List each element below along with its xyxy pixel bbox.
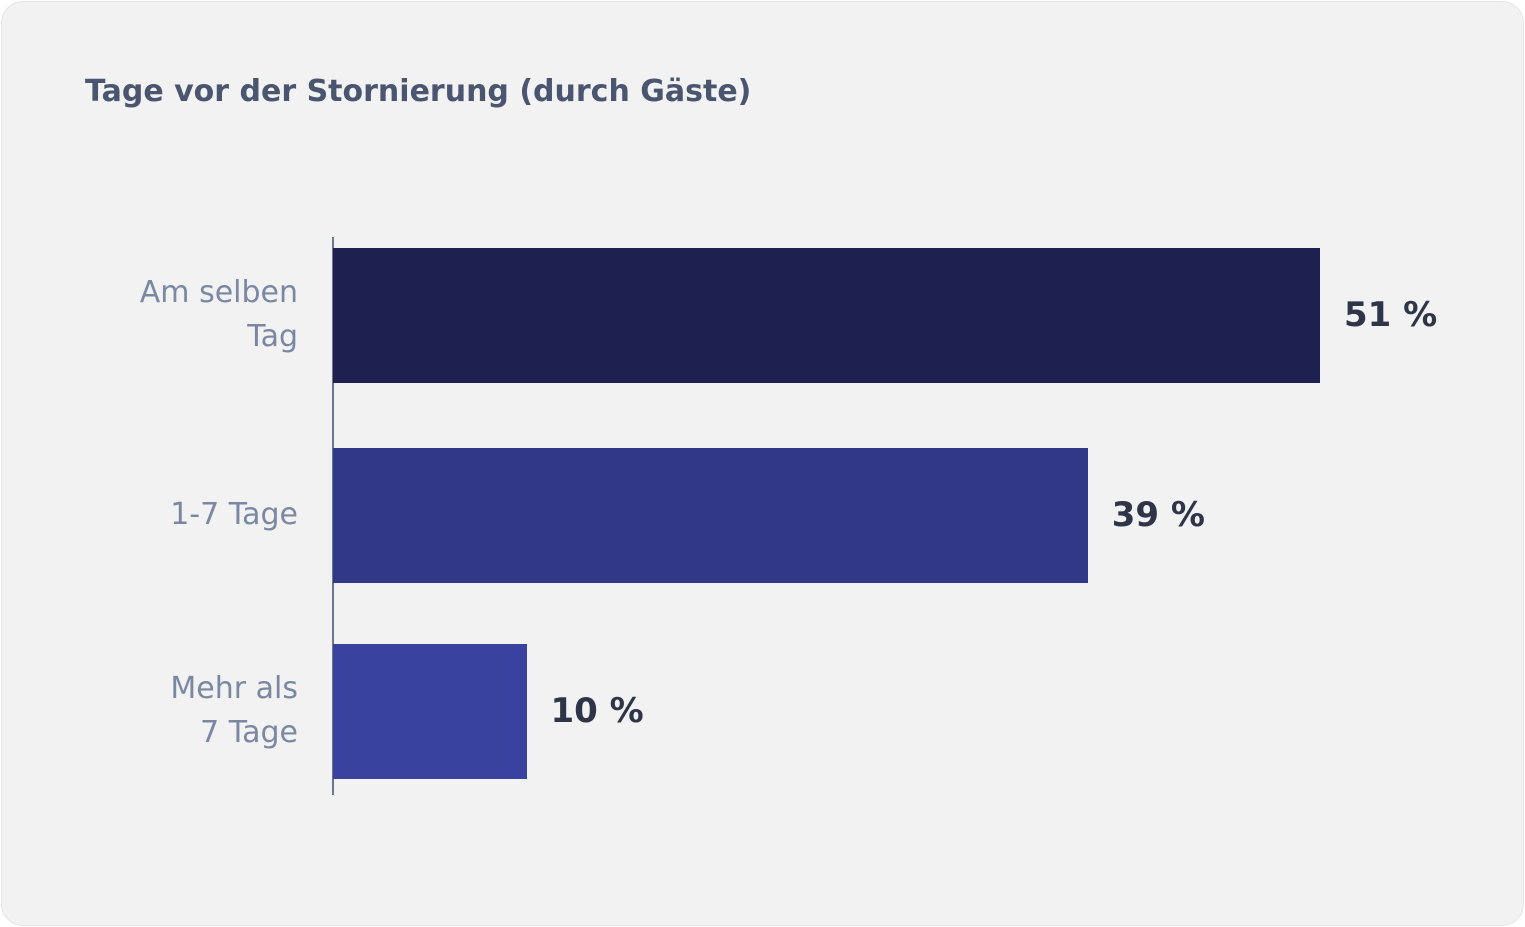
category-label: 1-7 Tage bbox=[38, 493, 298, 537]
category-label-line: Am selben bbox=[139, 275, 298, 310]
category-label: Mehr als 7 Tage bbox=[38, 667, 298, 755]
bar bbox=[333, 643, 527, 779]
bar bbox=[333, 447, 1088, 583]
value-label: 10 % bbox=[550, 691, 644, 731]
bar bbox=[333, 247, 1320, 383]
category-label-line: Tag bbox=[247, 319, 298, 354]
chart-title: Tage vor der Stornierung (durch Gäste) bbox=[85, 74, 752, 109]
value-label: 51 % bbox=[1344, 295, 1438, 335]
category-label-line: 7 Tage bbox=[200, 715, 298, 750]
value-label: 39 % bbox=[1111, 495, 1205, 535]
category-label-line: Mehr als bbox=[170, 671, 298, 706]
category-label-line: 1-7 Tage bbox=[170, 497, 298, 532]
category-label: Am selben Tag bbox=[38, 271, 298, 359]
